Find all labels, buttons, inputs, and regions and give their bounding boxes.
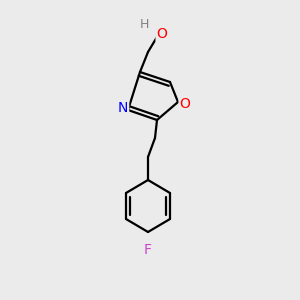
- Text: H: H: [139, 19, 149, 32]
- Text: O: O: [180, 97, 190, 111]
- Text: N: N: [118, 101, 128, 115]
- Text: O: O: [157, 27, 167, 41]
- Text: F: F: [144, 243, 152, 257]
